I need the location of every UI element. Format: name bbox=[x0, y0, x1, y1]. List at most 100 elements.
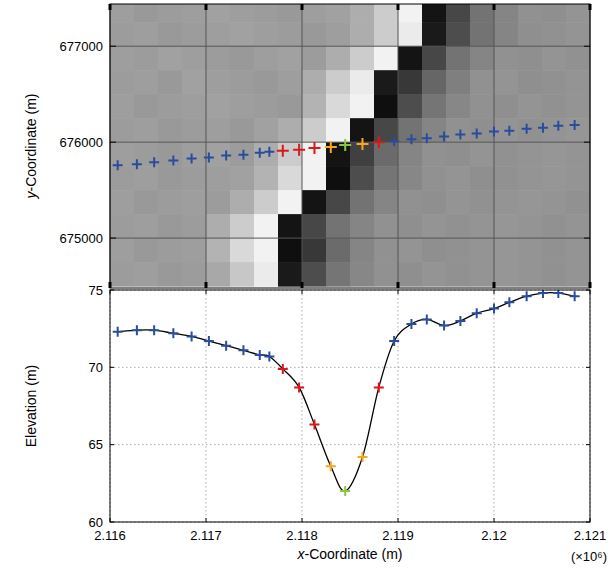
grid-line-x bbox=[302, 290, 303, 522]
raster-cell bbox=[494, 118, 519, 143]
tick-x bbox=[110, 290, 111, 294]
raster-cell bbox=[566, 4, 590, 23]
profile-point bbox=[406, 319, 416, 329]
tick-x bbox=[494, 518, 495, 522]
tick-label-y: 65 bbox=[89, 437, 103, 452]
grid-line-x bbox=[494, 290, 495, 522]
raster-cell bbox=[182, 46, 207, 71]
tick-x bbox=[301, 4, 304, 10]
raster-cell bbox=[254, 190, 279, 215]
raster-cell bbox=[422, 94, 447, 119]
raster-cell bbox=[470, 118, 495, 143]
tick-x bbox=[589, 4, 592, 10]
raster-cell bbox=[110, 94, 135, 119]
raster-cell bbox=[398, 166, 423, 191]
tick-x bbox=[205, 4, 208, 10]
raster-cell bbox=[566, 118, 590, 143]
grid-line-y bbox=[110, 444, 590, 445]
raster-cell bbox=[470, 190, 495, 215]
grid bbox=[110, 290, 590, 522]
raster-cell bbox=[566, 142, 590, 167]
profile-point bbox=[221, 151, 231, 161]
raster-cell bbox=[518, 94, 543, 119]
raster-cell bbox=[470, 238, 495, 263]
raster-cell bbox=[110, 190, 135, 215]
profile-point bbox=[553, 121, 563, 131]
profile-point bbox=[308, 142, 320, 154]
raster-cell bbox=[158, 238, 183, 263]
raster-cell bbox=[254, 142, 279, 167]
tick-x bbox=[590, 290, 591, 294]
ticks: 675000676000677000 bbox=[60, 4, 590, 288]
profile-point bbox=[389, 136, 399, 146]
tick-x bbox=[494, 290, 495, 294]
raster-cell bbox=[230, 94, 255, 119]
raster-cell bbox=[566, 22, 590, 47]
raster-cell bbox=[230, 166, 255, 191]
raster-cell bbox=[398, 238, 423, 263]
profile-point bbox=[149, 157, 159, 167]
profile-point bbox=[553, 290, 563, 298]
raster-cell bbox=[350, 190, 375, 215]
raster-cell bbox=[494, 4, 519, 23]
tick-label-x: 2.117 bbox=[190, 528, 222, 543]
profile-point bbox=[113, 327, 123, 337]
raster-cell bbox=[302, 94, 327, 119]
figure: 675000676000677000y-Coordinate (m)2.1162… bbox=[0, 0, 613, 576]
raster-cell bbox=[446, 22, 471, 47]
raster-cell bbox=[326, 70, 351, 95]
profile-point bbox=[277, 145, 289, 157]
raster-cell bbox=[278, 190, 303, 215]
raster-cell bbox=[518, 4, 543, 23]
plot-frame bbox=[110, 4, 590, 288]
series bbox=[113, 290, 580, 496]
raster-cell bbox=[182, 262, 207, 287]
tick-x bbox=[493, 4, 496, 10]
raster-cell bbox=[350, 46, 375, 71]
raster-cell bbox=[470, 214, 495, 239]
profile-point bbox=[340, 486, 350, 496]
raster-cell bbox=[566, 166, 590, 191]
raster-cell bbox=[230, 22, 255, 47]
raster-cell bbox=[422, 22, 447, 47]
tick-x bbox=[109, 4, 112, 10]
raster-cell bbox=[518, 238, 543, 263]
axis-label-x: x-Coordinate (m) bbox=[296, 546, 402, 562]
raster-cell bbox=[254, 22, 279, 47]
profile-point bbox=[113, 160, 123, 170]
raster-cell bbox=[206, 94, 231, 119]
raster-cell bbox=[518, 190, 543, 215]
raster-cell bbox=[278, 22, 303, 47]
raster-cell bbox=[566, 214, 590, 239]
raster-cell bbox=[422, 4, 447, 23]
raster-cell bbox=[158, 46, 183, 71]
profile-point bbox=[538, 290, 548, 298]
ticks: 2.1162.1172.1182.1192.122.12160657075 bbox=[89, 283, 607, 544]
grid-line-x bbox=[398, 290, 399, 522]
raster-cell bbox=[446, 46, 471, 71]
tick-label-y: 675000 bbox=[60, 231, 103, 246]
raster-cell bbox=[206, 190, 231, 215]
tick-y bbox=[584, 238, 590, 239]
raster-cell bbox=[446, 94, 471, 119]
tick-label-x: 2.12 bbox=[481, 528, 506, 543]
raster-cell bbox=[470, 70, 495, 95]
raster-cell bbox=[278, 46, 303, 71]
raster-cell bbox=[398, 190, 423, 215]
raster-cell bbox=[326, 46, 351, 71]
raster-cell bbox=[566, 94, 590, 119]
raster-cell bbox=[350, 70, 375, 95]
raster-cell bbox=[542, 4, 567, 23]
raster-cell bbox=[254, 166, 279, 191]
raster-cell bbox=[302, 142, 327, 167]
profile-point bbox=[406, 134, 416, 144]
raster-cell bbox=[278, 262, 303, 287]
raster-cell bbox=[182, 190, 207, 215]
raster-cell bbox=[542, 142, 567, 167]
raster-cell bbox=[374, 22, 399, 47]
profile-point bbox=[422, 133, 432, 143]
raster-cell bbox=[230, 46, 255, 71]
tick-label-y: 75 bbox=[89, 283, 103, 298]
raster-cell bbox=[110, 142, 135, 167]
profile-point bbox=[439, 321, 449, 331]
